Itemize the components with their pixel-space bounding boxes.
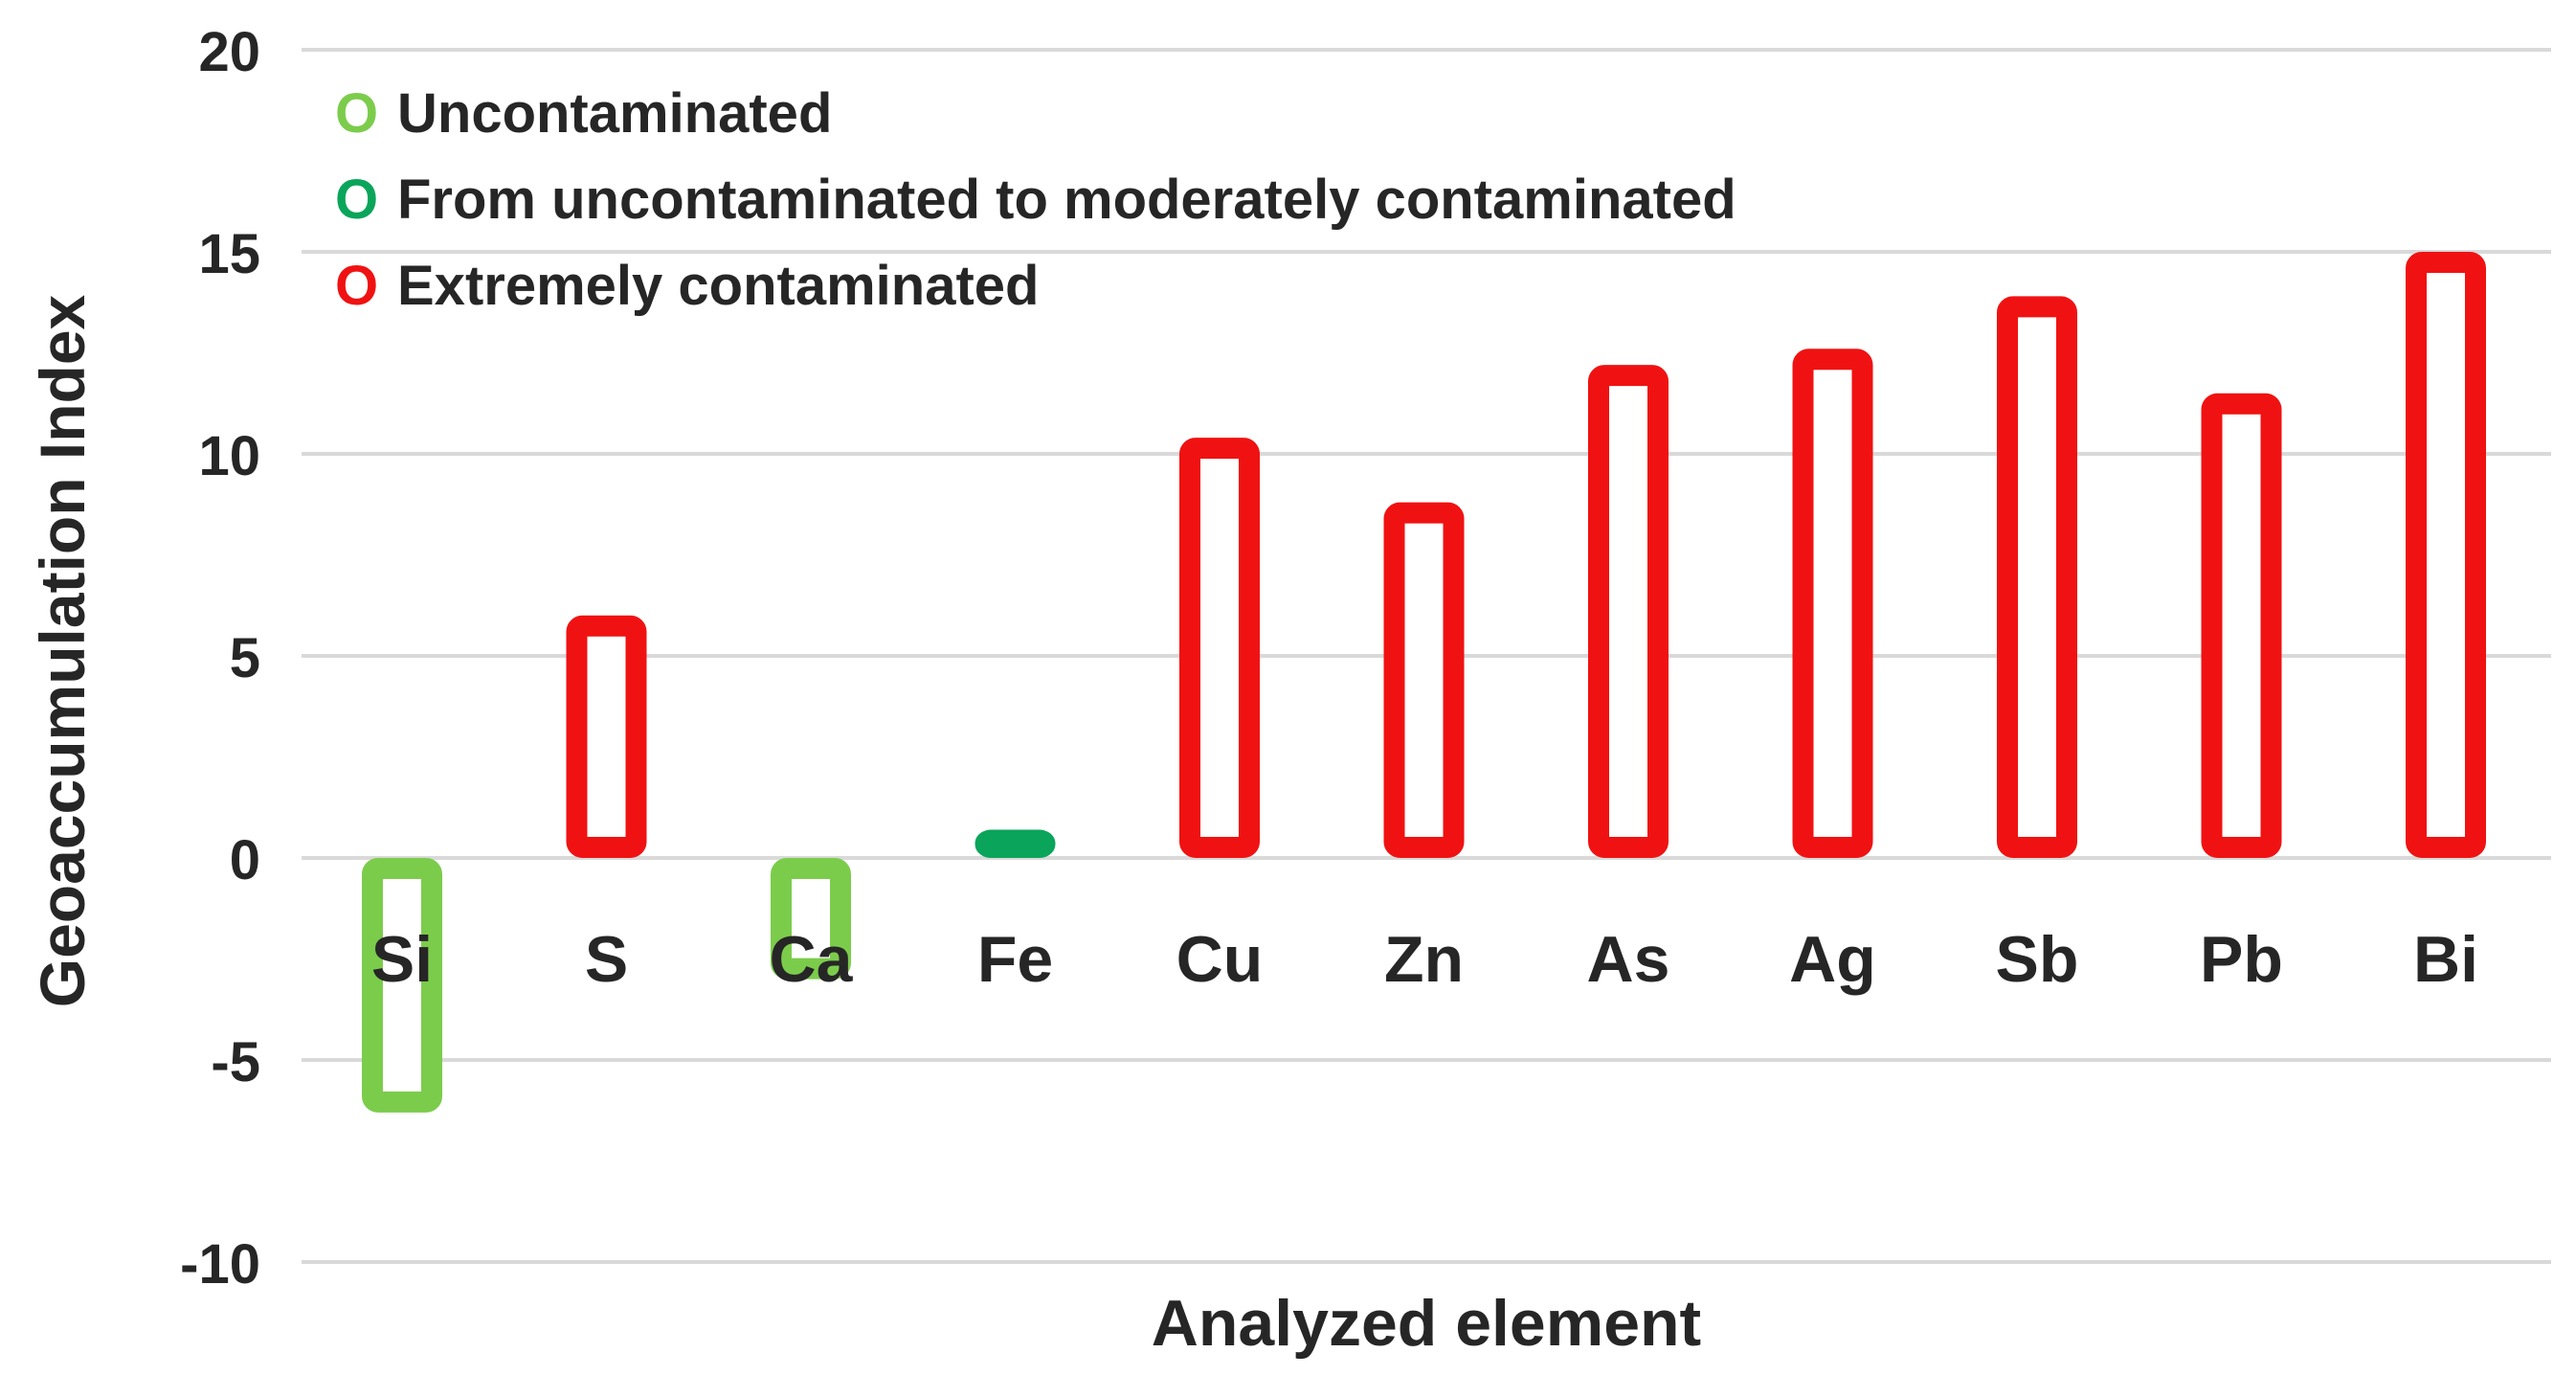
y-tick-label: 0 bbox=[230, 829, 260, 891]
legend-marker: O bbox=[335, 82, 378, 145]
y-tick-label: 15 bbox=[198, 223, 260, 285]
legend-label: Uncontaminated bbox=[397, 82, 832, 145]
y-axis-title: Geoaccumulation Index bbox=[27, 294, 98, 1007]
y-tick-label: 20 bbox=[198, 21, 260, 83]
y-tick-label: -10 bbox=[180, 1233, 260, 1296]
bar-zn bbox=[1383, 502, 1465, 858]
legend-label: From uncontaminated to moderately contam… bbox=[397, 169, 1736, 231]
x-tick-label: Ag bbox=[1789, 923, 1876, 996]
bar-ag bbox=[1792, 349, 1873, 858]
legend-item: O From uncontaminated to moderately conta… bbox=[335, 169, 1736, 231]
legend: O Uncontaminated O From uncontaminated to m… bbox=[335, 82, 1736, 317]
y-tick-label: 5 bbox=[230, 627, 260, 689]
x-tick-label: As bbox=[1587, 923, 1670, 996]
bar-cu bbox=[1179, 438, 1260, 858]
y-tick-label: -5 bbox=[211, 1031, 260, 1093]
legend-marker: O bbox=[335, 255, 378, 317]
legend-marker: O bbox=[335, 169, 378, 231]
y-tick-labels: 20 15 10 5 0 -5 -10 bbox=[180, 21, 260, 1296]
x-tick-label: Sb bbox=[1996, 923, 2079, 996]
x-tick-label: Pb bbox=[2200, 923, 2283, 996]
x-tick-labels: Si S Ca Fe Cu Zn As Ag Sb Pb Bi bbox=[371, 923, 2478, 996]
x-tick-label: Bi bbox=[2413, 923, 2478, 996]
y-tick-label: 10 bbox=[198, 425, 260, 487]
x-tick-label: Zn bbox=[1384, 923, 1464, 996]
bar-as bbox=[1588, 365, 1669, 858]
bar-fe bbox=[974, 829, 1056, 859]
bar-si bbox=[362, 858, 442, 1113]
bars bbox=[362, 252, 2486, 1113]
x-tick-label: Ca bbox=[770, 923, 854, 996]
x-tick-label: Si bbox=[371, 923, 433, 996]
bar-ca bbox=[771, 858, 851, 980]
legend-item: O Extremely contaminated bbox=[335, 255, 1039, 317]
bar-sb bbox=[1997, 296, 2077, 859]
legend-label: Extremely contaminated bbox=[397, 255, 1039, 317]
x-tick-label: Fe bbox=[977, 923, 1053, 996]
legend-item: O Uncontaminated bbox=[335, 82, 832, 145]
x-tick-label: Cu bbox=[1176, 923, 1264, 996]
x-axis-title: Analyzed element bbox=[1152, 1287, 1701, 1360]
x-tick-label: S bbox=[585, 923, 628, 996]
bar-s bbox=[566, 615, 647, 858]
bar-pb bbox=[2201, 393, 2282, 858]
bar-bi bbox=[2406, 252, 2486, 858]
